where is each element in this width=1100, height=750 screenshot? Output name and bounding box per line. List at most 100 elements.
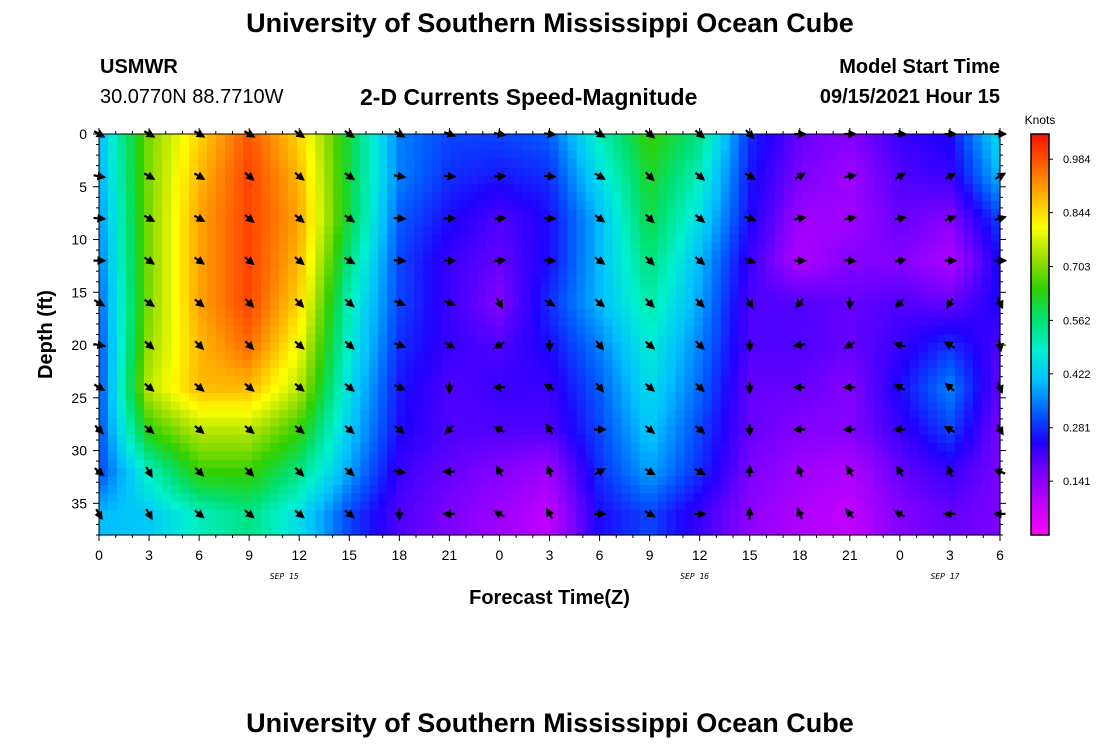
- heatmap-cell: [351, 476, 361, 486]
- heatmap-cell: [990, 367, 1001, 377]
- heatmap-cell: [270, 317, 280, 327]
- heatmap-cell: [594, 401, 605, 411]
- heatmap-cell: [954, 493, 965, 503]
- heatmap-cell: [567, 250, 578, 260]
- heatmap-cell: [909, 175, 920, 185]
- heatmap-cell: [720, 426, 731, 436]
- current-arrow: [294, 171, 305, 181]
- heatmap-cell: [810, 367, 821, 377]
- heatmap-cell: [567, 225, 578, 235]
- heatmap-cell: [513, 250, 524, 260]
- heatmap-cell: [873, 359, 884, 369]
- heatmap-cell: [810, 443, 821, 453]
- heatmap-cell: [594, 443, 605, 453]
- heatmap-cell: [531, 334, 542, 344]
- heatmap-cell: [297, 242, 307, 252]
- heatmap-cell: [891, 142, 902, 152]
- heatmap-cell: [927, 501, 938, 511]
- heatmap-cell: [927, 526, 938, 536]
- heatmap-cell: [108, 526, 118, 536]
- heatmap-cell: [783, 259, 794, 269]
- heatmap-cell: [414, 409, 424, 419]
- heatmap-cell: [657, 134, 668, 143]
- heatmap-cell: [216, 250, 226, 260]
- heatmap-cell: [801, 401, 812, 411]
- heatmap-cell: [450, 225, 460, 235]
- heatmap-cell: [405, 384, 415, 394]
- heatmap-cell: [657, 392, 668, 402]
- heatmap-cell: [720, 334, 731, 344]
- heatmap-cell: [180, 134, 190, 143]
- heatmap-cell: [720, 184, 731, 194]
- heatmap-cell: [657, 200, 668, 210]
- heatmap-cell: [891, 250, 902, 260]
- heatmap-cell: [513, 509, 524, 519]
- heatmap-cell: [864, 434, 875, 444]
- heatmap-cell: [900, 309, 911, 319]
- heatmap-cell: [855, 359, 866, 369]
- heatmap-cell: [396, 292, 406, 302]
- heatmap-cell: [981, 501, 992, 511]
- heatmap-cell: [396, 401, 406, 411]
- heatmap-cell: [441, 376, 451, 386]
- heatmap-cell: [900, 426, 911, 436]
- heatmap-cell: [207, 301, 217, 311]
- heatmap-cell: [981, 142, 992, 152]
- heatmap-cell: [279, 242, 289, 252]
- heatmap-cell: [315, 134, 325, 143]
- heatmap-cell: [207, 501, 217, 511]
- heatmap-cell: [819, 284, 830, 294]
- heatmap-cell: [639, 409, 650, 419]
- heatmap-cell: [441, 451, 451, 461]
- heatmap-cell: [270, 326, 280, 336]
- heatmap-cell: [315, 184, 325, 194]
- heatmap-cell: [747, 284, 758, 294]
- heatmap-cell: [873, 426, 884, 436]
- heatmap-cell: [549, 434, 560, 444]
- heatmap-cell: [594, 451, 605, 461]
- heatmap-cell: [153, 225, 163, 235]
- heatmap-cell: [270, 518, 280, 528]
- heatmap-cell: [216, 184, 226, 194]
- heatmap-cell: [603, 443, 614, 453]
- heatmap-cell: [171, 259, 181, 269]
- heatmap-cell: [477, 309, 488, 319]
- heatmap-cell: [603, 267, 614, 277]
- heatmap-cell: [648, 192, 659, 202]
- heatmap-cell: [540, 175, 551, 185]
- heatmap-cell: [288, 493, 298, 503]
- heatmap-cell: [693, 292, 704, 302]
- heatmap-cell: [630, 443, 641, 453]
- current-arrow: [294, 256, 305, 266]
- heatmap-cell: [396, 250, 406, 260]
- heatmap-cell: [900, 184, 911, 194]
- heatmap-cell: [711, 167, 722, 177]
- heatmap-cell: [468, 301, 479, 311]
- heatmap-cell: [387, 334, 397, 344]
- heatmap-cell: [198, 309, 208, 319]
- heatmap-cell: [918, 384, 929, 394]
- heatmap-cell: [180, 376, 190, 386]
- heatmap-cell: [477, 292, 488, 302]
- heatmap-cell: [981, 167, 992, 177]
- heatmap-cell: [972, 142, 983, 152]
- heatmap-cell: [954, 301, 965, 311]
- heatmap-cell: [297, 276, 307, 285]
- heatmap-cell: [369, 234, 379, 244]
- heatmap-cell: [864, 509, 875, 519]
- heatmap-cell: [684, 484, 695, 494]
- heatmap-cell: [711, 317, 722, 327]
- heatmap-cell: [765, 518, 776, 528]
- heatmap-cell: [324, 509, 334, 519]
- heatmap-cell: [279, 259, 289, 269]
- heatmap-cell: [873, 409, 884, 419]
- heatmap-cell: [288, 468, 298, 478]
- heatmap-cell: [666, 409, 677, 419]
- heatmap-cell: [126, 175, 136, 185]
- heatmap-cell: [927, 225, 938, 235]
- heatmap-cell: [108, 443, 118, 453]
- heatmap-cell: [504, 326, 515, 336]
- heatmap-cell: [963, 401, 974, 411]
- heatmap-cell: [792, 501, 803, 511]
- heatmap-cell: [738, 459, 749, 469]
